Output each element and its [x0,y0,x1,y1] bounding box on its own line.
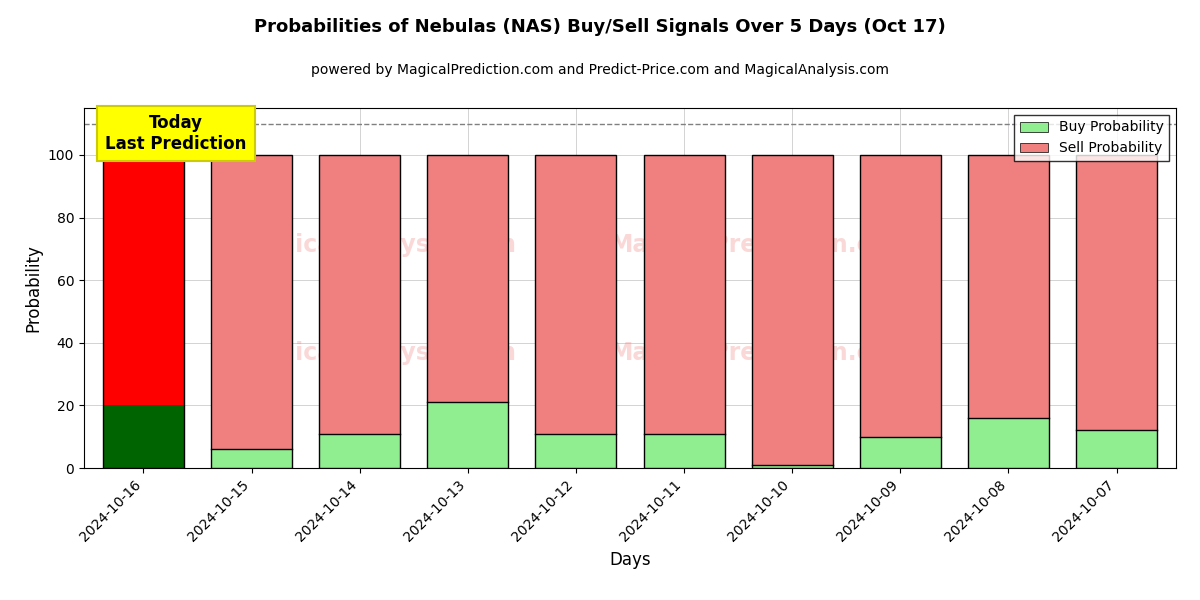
Bar [751,465,833,468]
Bar [1076,430,1157,468]
Bar [751,155,833,468]
Text: MagicalAnalysis.com: MagicalAnalysis.com [240,233,517,257]
Y-axis label: Probability: Probability [24,244,42,332]
Text: MagicalPrediction.com: MagicalPrediction.com [610,233,912,257]
Bar [535,155,617,434]
X-axis label: Days: Days [610,551,650,569]
Bar [643,155,725,434]
Bar [751,155,833,465]
Text: Today
Last Prediction: Today Last Prediction [106,114,246,153]
Text: MagicalPrediction.com: MagicalPrediction.com [610,341,912,365]
Bar [859,155,941,437]
Bar [535,155,617,468]
Bar [968,418,1049,468]
Bar [968,155,1049,468]
Bar [319,155,401,434]
Text: powered by MagicalPrediction.com and Predict-Price.com and MagicalAnalysis.com: powered by MagicalPrediction.com and Pre… [311,63,889,77]
Bar [643,434,725,468]
Bar [968,155,1049,418]
Text: Probabilities of Nebulas (NAS) Buy/Sell Signals Over 5 Days (Oct 17): Probabilities of Nebulas (NAS) Buy/Sell … [254,18,946,36]
Bar [211,449,292,468]
Bar [319,434,401,468]
Bar [103,155,184,468]
Bar [319,155,401,468]
Bar [535,434,617,468]
Text: MagicalAnalysis.com: MagicalAnalysis.com [240,341,517,365]
Bar [427,402,509,468]
Bar [1076,155,1157,430]
Bar [427,155,509,468]
Bar [643,155,725,468]
Bar [211,155,292,468]
Bar [859,155,941,468]
Bar [859,437,941,468]
Legend: Buy Probability, Sell Probability: Buy Probability, Sell Probability [1014,115,1169,161]
Bar [103,406,184,468]
Bar [211,155,292,449]
Bar [1076,155,1157,468]
Bar [103,155,184,406]
Bar [427,155,509,402]
